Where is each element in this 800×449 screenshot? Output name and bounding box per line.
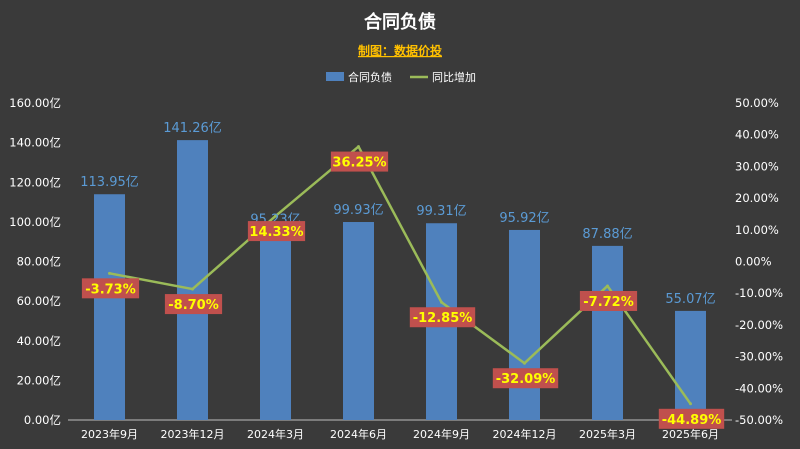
line-point [191,287,194,291]
y-right-tick-label: 50.00% [735,96,779,110]
y-left-tick-label: 80.00亿 [17,255,61,269]
pct-value-label: -32.09% [496,372,556,387]
pct-value-label: -44.89% [662,413,722,428]
x-tick-label: 2024年6月 [330,427,387,441]
x-tick-label: 2023年12月 [161,427,225,441]
legend-bar-swatch [326,72,344,81]
bar-value-label: 99.93亿 [333,203,383,218]
bar-value-label: 113.95亿 [80,175,139,190]
bar-value-label: 87.88亿 [582,227,632,242]
y-right-tick-label: 0.00% [735,255,772,269]
line-point [274,214,277,218]
pct-value-label: -12.85% [413,311,473,326]
x-tick-label: 2024年9月 [413,427,470,441]
x-tick-label: 2025年6月 [662,427,719,441]
bar-value-label: 95.92亿 [499,211,549,226]
y-right-tick-label: 10.00% [735,223,779,237]
line-point [440,300,443,304]
y-left-tick-label: 160.00亿 [9,96,61,110]
legend-line-label: 同比增加 [432,70,476,84]
bar [509,229,540,420]
bar [343,222,374,420]
pct-label-box [492,368,559,389]
line-point [606,284,609,288]
pct-value-label: 14.33% [249,225,303,240]
legend-bar-label: 合同负债 [348,70,392,84]
bar [592,245,623,420]
bar [94,194,125,420]
chart-title: 合同负债 [364,11,436,33]
pct-label-box [81,278,140,299]
y-left-tick-label: 20.00亿 [17,373,61,387]
y-right-tick-label: 30.00% [735,159,779,173]
legend: 合同负债 同比增加 [326,70,476,84]
y-left-tick-label: 100.00亿 [9,215,61,229]
bar-value-label: 141.26亿 [163,121,222,136]
bar-series [94,140,706,420]
x-tick-label: 2025年3月 [579,427,636,441]
y-right-tick-label: 20.00% [735,191,779,205]
line-point [689,402,692,406]
line-data-labels: -3.73% -8.70% 14.33% 36.25% -12.85% -32.09% -7… [81,151,725,429]
pct-label-box [330,151,389,172]
bar-value-label: 99.31亿 [416,204,466,219]
chart-subtitle: 制图：数据价投 [358,43,442,58]
y-right-tick-label: -40.00% [735,381,783,395]
y-left-tick-label: 140.00亿 [9,136,61,150]
y-left-tick-label: 60.00亿 [17,294,61,308]
y-left-tick-label: 0.00亿 [24,413,61,427]
pct-value-label: -3.73% [85,282,136,297]
pct-label-box [579,290,638,311]
bar-value-label: 55.07亿 [665,292,715,307]
line-point [357,145,360,149]
pct-label-box [164,294,223,315]
pct-value-label: -7.72% [583,295,634,310]
x-tick-label: 2024年12月 [493,427,557,441]
y-left-tick-label: 40.00亿 [17,334,61,348]
pct-label-box [658,408,725,429]
line-point [523,361,526,365]
y-axis-left: 0.00亿 20.00亿 40.00亿 60.00亿 80.00亿 100.00亿 120.… [9,96,61,427]
x-axis: 2023年9月 2023年12月 2024年3月 2024年6月 2024年9月 2024… [81,427,719,441]
pct-label-box [247,221,306,242]
y-right-tick-label: 40.00% [735,128,779,142]
y-left-tick-label: 120.00亿 [9,175,61,189]
y-axis-right: -50.00% -40.00% -30.00% -20.00% -10.00% 0.00%… [735,96,783,427]
y-right-tick-label: -10.00% [735,286,783,300]
x-tick-label: 2023年9月 [81,427,138,441]
pct-value-label: 36.25% [332,156,386,171]
bar [260,231,291,420]
line-point [108,271,111,275]
y-right-tick-label: -20.00% [735,318,783,332]
y-right-tick-label: -30.00% [735,350,783,364]
pct-value-label: -8.70% [168,298,219,313]
pct-label-box [409,307,476,328]
x-tick-label: 2024年3月 [247,427,304,441]
y-right-tick-label: -50.00% [735,413,783,427]
